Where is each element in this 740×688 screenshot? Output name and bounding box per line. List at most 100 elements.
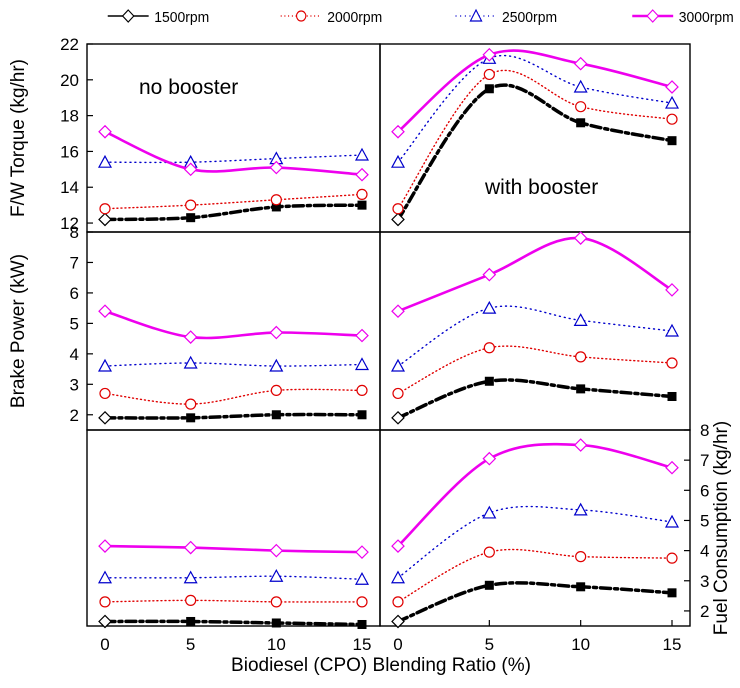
data-point-2000rpm-15: [666, 552, 678, 564]
series-line-1500rpm: [396, 83, 674, 222]
data-point-2000rpm-15: [666, 113, 678, 125]
series-3000rpm-middle-left: [98, 304, 369, 344]
data-point-1500rpm-10: [271, 618, 281, 628]
y-tick-label-middle-left-4: 4: [70, 345, 79, 364]
data-point-1500rpm-5: [484, 580, 494, 590]
series-line-2500rpm: [104, 362, 363, 367]
panel-frame-top-right: [379, 43, 691, 233]
annotation-with-booster: with booster: [484, 176, 598, 199]
series-line-2000rpm: [397, 345, 673, 395]
data-point-2500rpm-0: [97, 154, 113, 168]
data-point-1500rpm-15: [667, 588, 677, 598]
data-point-3000rpm-10: [269, 160, 284, 175]
series-line-1500rpm: [396, 378, 674, 420]
x-tick-label-left-0: 0: [100, 635, 109, 654]
legend-label-2000rpm: 2000rpm: [327, 10, 382, 27]
panel-top-left: 12 14 16 18 20 22 F/W Torque (kg/hr): [8, 35, 381, 233]
data-point-1500rpm-0: [391, 614, 405, 629]
series-1500rpm-bottom-right: [391, 580, 677, 629]
series-line-3000rpm: [396, 49, 674, 134]
data-point-1500rpm-10: [271, 202, 281, 212]
y-tick-label-bottom-right-6: 6: [700, 481, 709, 500]
legend-item-2500rpm: 2500rpm: [455, 8, 557, 26]
series-2500rpm-top-left: [97, 147, 370, 168]
data-point-1500rpm-10: [576, 118, 586, 128]
panel-frame-bottom-left: [86, 429, 381, 627]
data-point-2500rpm-0: [390, 570, 406, 584]
y-tick-label-top-left-20: 20: [60, 71, 79, 90]
data-point-2000rpm-0: [392, 203, 404, 215]
x-tick-label-right-10: 10: [571, 635, 590, 654]
series-line-1500rpm: [396, 581, 674, 624]
series-3000rpm-top-left: [98, 124, 369, 182]
y-tick-label-bottom-right-3: 3: [700, 572, 709, 591]
data-point-3000rpm-5: [482, 451, 497, 466]
x-tick-label-left-15: 15: [353, 635, 372, 654]
data-point-2000rpm-5: [185, 398, 197, 410]
data-point-1500rpm-10: [271, 410, 281, 420]
data-point-2500rpm-5: [482, 505, 497, 519]
data-point-3000rpm-5: [482, 47, 497, 62]
y-tick-label-middle-left-7: 7: [70, 253, 79, 272]
data-point-2500rpm-0: [97, 570, 113, 584]
y-tick-label-bottom-right-5: 5: [700, 511, 709, 530]
data-point-2000rpm-0: [392, 596, 404, 608]
series-3000rpm-middle-right: [391, 231, 679, 319]
data-point-2500rpm-15: [664, 323, 680, 337]
series-2000rpm-middle-left: [99, 384, 368, 410]
data-point-2000rpm-0: [99, 387, 111, 400]
data-point-2500rpm-0: [97, 358, 113, 372]
data-point-3000rpm-0: [98, 304, 112, 319]
data-point-1500rpm-5: [186, 213, 196, 223]
data-point-2500rpm-15: [664, 95, 680, 109]
series-line-1500rpm: [103, 203, 364, 222]
series-line-2000rpm: [104, 599, 363, 603]
x-tick-label-right-15: 15: [663, 635, 682, 654]
data-point-2000rpm-15: [356, 596, 368, 608]
panel-bottom-right: 0 5 10 15 2 3 4 5 6 7 8 Fuel Consumption (kg/hr): [379, 421, 732, 654]
data-point-2500rpm-15: [354, 572, 370, 585]
data-point-1500rpm-0: [98, 614, 112, 629]
data-point-3000rpm-0: [391, 124, 405, 139]
data-point-2000rpm-10: [270, 596, 282, 608]
series-1500rpm-middle-right: [391, 376, 677, 425]
data-point-2000rpm-5: [483, 546, 495, 558]
panel-middle-right: [379, 231, 691, 431]
data-point-2000rpm-10: [575, 101, 587, 113]
series-line-2000rpm: [104, 193, 363, 210]
data-point-1500rpm-0: [391, 410, 405, 425]
data-point-3000rpm-5: [183, 162, 198, 177]
y-tick-label-top-left-12: 12: [60, 214, 79, 233]
series-2000rpm-top-left: [99, 188, 368, 215]
series-line-2000rpm: [397, 548, 673, 603]
data-point-2000rpm-10: [270, 194, 282, 206]
series-2500rpm-middle-right: [390, 300, 680, 372]
y-tick-label-top-left-18: 18: [60, 107, 79, 126]
data-point-2500rpm-0: [390, 154, 406, 168]
y-tick-label-bottom-right-2: 2: [700, 602, 709, 621]
series-1500rpm-bottom-left: [98, 614, 367, 629]
data-point-2000rpm-5: [185, 594, 197, 606]
data-point-3000rpm-0: [391, 539, 405, 553]
series-3000rpm-bottom-right: [391, 438, 679, 553]
panel-frame-bottom-right: [379, 429, 691, 627]
data-point-2500rpm-5: [183, 355, 198, 369]
y-tick-label-bottom-right-4: 4: [700, 542, 709, 561]
x-tick-label-right-5: 5: [485, 635, 494, 654]
data-point-2000rpm-10: [575, 551, 587, 563]
data-point-1500rpm-15: [667, 391, 677, 401]
data-point-2000rpm-5: [483, 342, 495, 354]
legend-item-3000rpm: 3000rpm: [632, 9, 734, 26]
series-2000rpm-bottom-left: [99, 594, 368, 608]
series-line-2000rpm: [397, 69, 673, 210]
series-2000rpm-middle-right: [392, 342, 678, 400]
legend-item-2000rpm: 2000rpm: [280, 10, 382, 27]
data-point-2500rpm-5: [183, 570, 198, 584]
series-2500rpm-bottom-right: [390, 502, 680, 584]
series-2500rpm-top-right: [390, 51, 680, 168]
data-point-2000rpm-5: [483, 68, 495, 81]
data-point-2500rpm-10: [573, 313, 588, 326]
data-point-2500rpm-10: [269, 358, 284, 372]
series-2000rpm-bottom-right: [392, 546, 678, 608]
